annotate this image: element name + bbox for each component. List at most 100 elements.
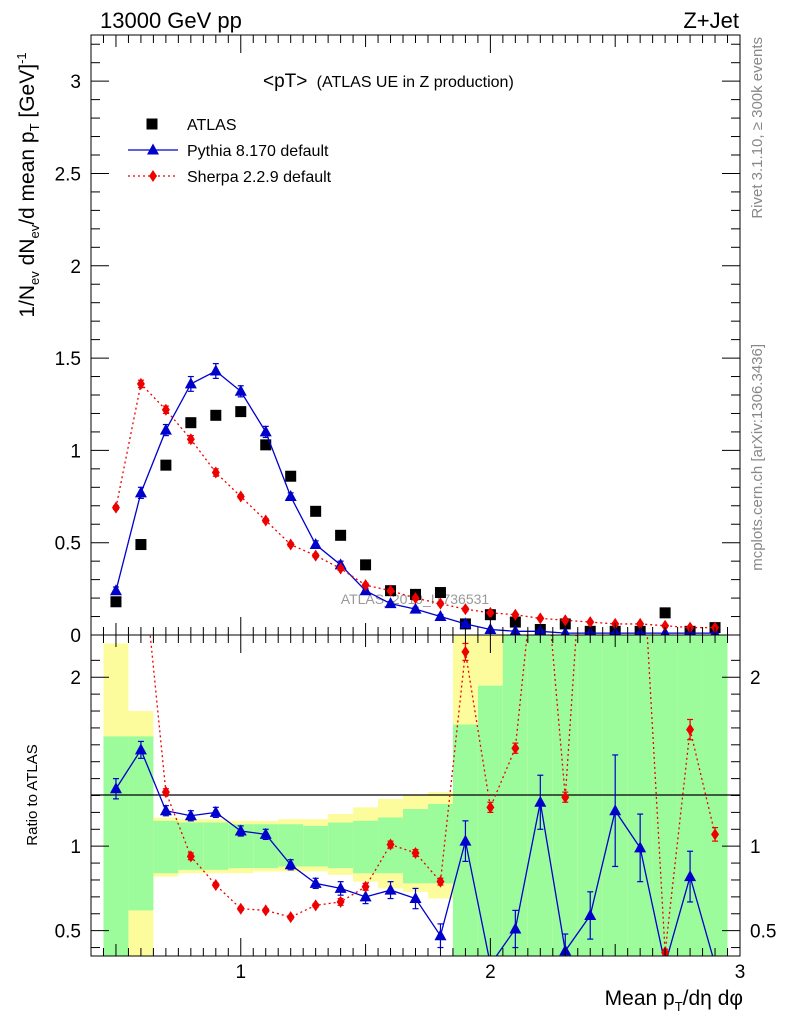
legend-marker-sherpa <box>149 170 157 182</box>
ratio-y-tick-label: 0.5 <box>55 922 81 943</box>
ratio-point-triangle <box>259 827 272 839</box>
ratio-point-triangle <box>434 929 447 941</box>
main-panel-series <box>109 363 721 635</box>
data-point-triangle <box>209 364 222 376</box>
ratio-point-diamond <box>486 801 495 814</box>
ratio-point-triangle <box>459 834 472 846</box>
data-point-square <box>335 529 347 541</box>
main-y-tick-label: 1.5 <box>55 349 81 370</box>
data-point-triangle <box>384 597 397 609</box>
data-point-triangle <box>459 617 472 629</box>
ratio-band-inner <box>353 820 379 874</box>
legend-label-sherpa: Sherpa 2.2.9 default <box>187 169 332 186</box>
data-point-diamond <box>111 501 120 514</box>
ratio-point-triangle <box>234 824 247 836</box>
data-point-square <box>360 559 372 571</box>
legend-marker-atlas <box>146 118 158 130</box>
ratio-y-axis-title: Ratio to ATLAS <box>24 744 41 845</box>
ratio-band-inner <box>153 820 179 874</box>
data-point-diamond <box>386 584 395 597</box>
data-point-diamond <box>186 433 195 446</box>
ratio-point-diamond <box>286 911 295 924</box>
ratio-point-diamond <box>211 879 220 892</box>
main-y-tick-label: 2 <box>70 257 81 278</box>
data-point-diamond <box>661 619 670 632</box>
ratio-point-triangle <box>334 881 347 893</box>
ratio-point-diamond <box>436 875 445 888</box>
data-point-triangle <box>134 486 147 498</box>
data-point-triangle <box>184 377 197 389</box>
ratio-point-diamond <box>361 880 370 893</box>
ratio-point-diamond <box>511 742 520 755</box>
data-point-square <box>434 587 446 599</box>
main-y-tick-label: 0 <box>70 626 81 647</box>
ratio-point-diamond <box>461 645 470 658</box>
data-point-triangle <box>309 538 322 550</box>
ratio-point-triangle <box>184 809 197 821</box>
data-point-square <box>310 505 322 517</box>
legend-markers <box>128 118 178 182</box>
main-y-tick-label: 0.5 <box>55 534 81 555</box>
ratio-band-inner <box>328 822 354 869</box>
x-tick-label: 1 <box>235 962 246 983</box>
ratio-point-diamond <box>186 850 195 863</box>
data-point-triangle <box>409 602 422 614</box>
data-point-square <box>260 439 272 451</box>
data-point-square <box>659 607 671 619</box>
ratio-band-inner <box>303 825 329 867</box>
data-point-square <box>185 417 197 429</box>
data-point-triangle <box>234 384 247 396</box>
x-tick-label: 2 <box>485 962 496 983</box>
x-axis-title: Mean pT/dη dφ <box>605 987 743 1014</box>
ratio-point-triangle <box>509 922 522 934</box>
data-point-triangle <box>434 610 447 622</box>
ratio-point-diamond <box>411 846 420 859</box>
data-point-triangle <box>109 584 122 596</box>
data-point-diamond <box>436 597 445 610</box>
data-point-diamond <box>536 612 545 625</box>
legend-marker-pythia <box>147 143 159 155</box>
data-point-diamond <box>161 403 170 416</box>
main-y-axis-title: 1/Nev dNev/d mean pT [GeV]-1 <box>14 52 42 317</box>
data-point-triangle <box>284 490 297 502</box>
data-point-square <box>285 470 297 482</box>
main-y-tick-label: 1 <box>70 441 81 462</box>
data-point-triangle <box>259 425 272 437</box>
main-y-tick-label: 2.5 <box>55 164 81 185</box>
ratio-point-diamond <box>711 828 720 841</box>
data-point-square <box>160 459 172 471</box>
legend-label-pythia: Pythia 8.170 default <box>187 143 329 160</box>
ratio-point-triangle <box>609 804 622 816</box>
data-point-triangle <box>159 423 172 435</box>
ratio-y-tick-label-right: 2 <box>750 668 761 689</box>
ratio-point-triangle <box>359 890 372 902</box>
ratio-point-triangle <box>159 804 172 816</box>
legend-label-atlas: ATLAS <box>187 117 237 134</box>
data-point-diamond <box>261 514 270 527</box>
main-y-tick-label: 3 <box>70 72 81 93</box>
ratio-point-triangle <box>109 782 122 794</box>
ratio-y-tick-label-right: 0.5 <box>750 922 776 943</box>
data-point-diamond <box>511 608 520 621</box>
ratio-band-inner <box>178 822 204 870</box>
ratio-point-diamond <box>311 899 320 912</box>
data-point-diamond <box>311 549 320 562</box>
ratio-point-triangle <box>409 892 422 904</box>
rivet-side-label: Rivet 3.1.10, ≥ 300k events <box>749 37 766 219</box>
data-point-diamond <box>136 377 145 390</box>
mcplots-side-label: mcplots.cern.ch [arXiv:1306.3436] <box>749 344 766 571</box>
ratio-point-diamond <box>686 723 695 736</box>
ratio-band-inner <box>477 685 503 956</box>
axes-ticks: 00.511.522.530.5 0.51 12 21 2 3 <box>55 35 776 983</box>
process-label: Z+Jet <box>683 8 739 33</box>
data-point-diamond <box>586 616 595 629</box>
data-point-diamond <box>211 466 220 479</box>
ratio-point-diamond <box>561 791 570 804</box>
data-point-diamond <box>336 562 345 575</box>
ratio-point-diamond <box>236 902 245 915</box>
energy-label: 13000 GeV pp <box>100 8 242 33</box>
legend: ATLAS Pythia 8.170 default Sherpa 2.2.9 … <box>128 117 332 186</box>
ratio-point-diamond <box>336 895 345 908</box>
data-point-square <box>135 539 147 551</box>
